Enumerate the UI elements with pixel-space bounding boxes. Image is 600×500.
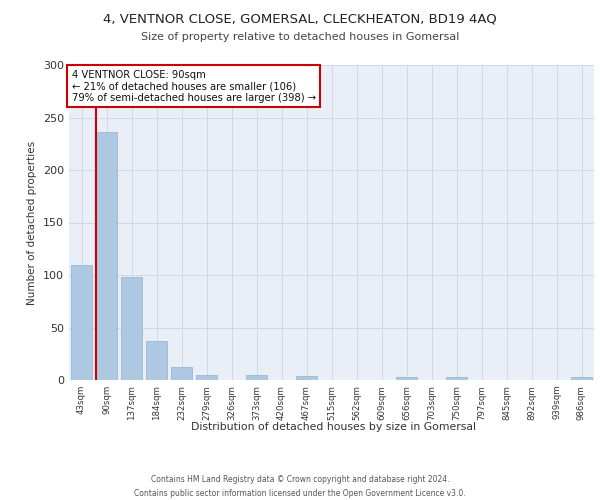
Text: 4, VENTNOR CLOSE, GOMERSAL, CLECKHEATON, BD19 4AQ: 4, VENTNOR CLOSE, GOMERSAL, CLECKHEATON,… bbox=[103, 12, 497, 26]
Text: Size of property relative to detached houses in Gomersal: Size of property relative to detached ho… bbox=[141, 32, 459, 42]
Bar bbox=[146, 341, 167, 380]
Bar bbox=[171, 368, 192, 380]
Bar bbox=[121, 277, 142, 380]
Bar bbox=[96, 132, 117, 380]
Text: Contains HM Land Registry data © Crown copyright and database right 2024.
Contai: Contains HM Land Registry data © Crown c… bbox=[134, 476, 466, 498]
Bar bbox=[571, 377, 592, 380]
Bar bbox=[446, 377, 467, 380]
Text: 4 VENTNOR CLOSE: 90sqm
← 21% of detached houses are smaller (106)
79% of semi-de: 4 VENTNOR CLOSE: 90sqm ← 21% of detached… bbox=[71, 70, 316, 103]
Bar bbox=[396, 377, 417, 380]
Bar bbox=[246, 375, 267, 380]
Bar bbox=[296, 376, 317, 380]
Text: Distribution of detached houses by size in Gomersal: Distribution of detached houses by size … bbox=[191, 422, 476, 432]
Bar bbox=[196, 375, 217, 380]
Bar bbox=[71, 264, 92, 380]
Y-axis label: Number of detached properties: Number of detached properties bbox=[28, 140, 37, 304]
